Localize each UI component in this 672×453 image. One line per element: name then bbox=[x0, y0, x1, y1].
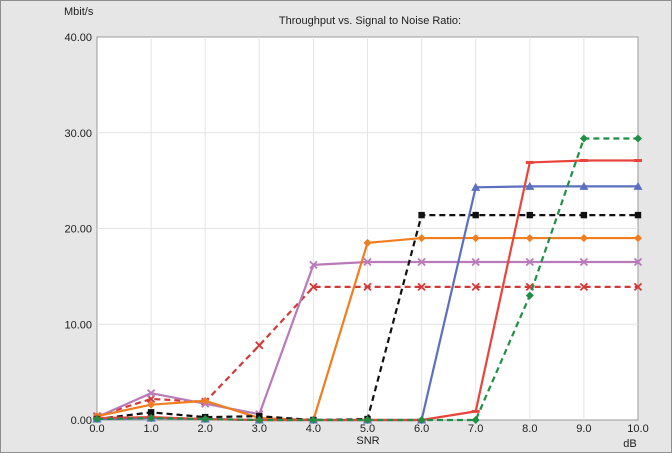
data-point bbox=[580, 211, 588, 219]
data-point bbox=[471, 409, 480, 413]
x-tick-label: 4.0 bbox=[306, 423, 321, 435]
data-point bbox=[525, 234, 534, 243]
data-point bbox=[634, 211, 642, 219]
data-point bbox=[634, 159, 642, 163]
data-point bbox=[525, 181, 535, 190]
grid-lines bbox=[97, 37, 638, 420]
data-point bbox=[633, 257, 643, 267]
data-point bbox=[634, 234, 642, 243]
x-axis-unit: dB bbox=[623, 438, 636, 450]
x-tick-label: 1.0 bbox=[143, 423, 158, 435]
y-tick-label: 10.00 bbox=[64, 319, 92, 331]
data-point bbox=[471, 234, 480, 243]
data-point bbox=[93, 415, 101, 424]
data-point bbox=[472, 211, 479, 219]
data-point bbox=[526, 211, 533, 219]
x-tick-label: 2.0 bbox=[198, 423, 213, 435]
y-tick-label: 30.00 bbox=[64, 128, 92, 140]
data-point bbox=[471, 282, 480, 292]
data-point bbox=[147, 409, 155, 416]
x-tick-label: 10.0 bbox=[627, 423, 648, 435]
data-point bbox=[525, 160, 534, 164]
x-tick-label: 3.0 bbox=[252, 423, 267, 435]
data-point bbox=[309, 282, 318, 292]
series-7 bbox=[93, 134, 642, 424]
data-point bbox=[309, 416, 318, 424]
x-tick-label: 8.0 bbox=[522, 423, 537, 435]
y-tick-label: 20.00 bbox=[64, 224, 92, 236]
x-axis-label: SNR bbox=[356, 435, 379, 447]
chart-title: Throughput vs. Signal to Noise Ratio: bbox=[279, 15, 461, 27]
data-point bbox=[633, 181, 643, 190]
data-point bbox=[579, 159, 588, 163]
data-point bbox=[309, 260, 318, 270]
series-lines bbox=[92, 134, 643, 424]
data-point bbox=[363, 257, 372, 267]
data-point bbox=[417, 282, 426, 292]
x-tick-label: 6.0 bbox=[414, 423, 429, 435]
data-point bbox=[579, 234, 588, 243]
data-point bbox=[255, 416, 264, 424]
axis-tick-labels: 0.0 1.0 2.0 3.0 4.0 5.0 6.0 7.0 8.0 9.0 10.0 0.00 10… bbox=[64, 32, 648, 435]
data-point bbox=[471, 182, 481, 191]
data-point bbox=[417, 234, 426, 243]
data-point bbox=[525, 291, 534, 300]
data-point bbox=[201, 396, 210, 405]
y-tick-label: 40.00 bbox=[64, 32, 92, 44]
data-point bbox=[418, 211, 425, 219]
data-point bbox=[147, 400, 156, 409]
data-point bbox=[579, 282, 589, 292]
data-point bbox=[579, 181, 589, 190]
x-tick-label: 0.0 bbox=[89, 423, 104, 435]
data-point bbox=[471, 416, 480, 424]
data-point bbox=[255, 341, 264, 350]
y-axis-unit: Mbit/s bbox=[64, 6, 94, 18]
data-point bbox=[634, 134, 642, 143]
data-point bbox=[363, 416, 372, 424]
data-point bbox=[363, 238, 372, 247]
x-tick-label: 5.0 bbox=[360, 423, 375, 435]
data-point bbox=[579, 134, 588, 143]
data-point bbox=[579, 257, 589, 267]
data-point bbox=[147, 414, 156, 423]
data-point bbox=[417, 416, 426, 424]
data-point bbox=[471, 257, 480, 267]
data-point bbox=[417, 257, 426, 267]
data-point bbox=[201, 415, 210, 424]
data-point bbox=[146, 389, 156, 398]
x-tick-label: 9.0 bbox=[576, 423, 591, 435]
data-point bbox=[633, 282, 643, 292]
y-tick-label: 0.00 bbox=[71, 415, 92, 427]
data-point bbox=[363, 282, 372, 292]
data-point bbox=[525, 257, 534, 267]
x-tick-label: 7.0 bbox=[468, 423, 483, 435]
